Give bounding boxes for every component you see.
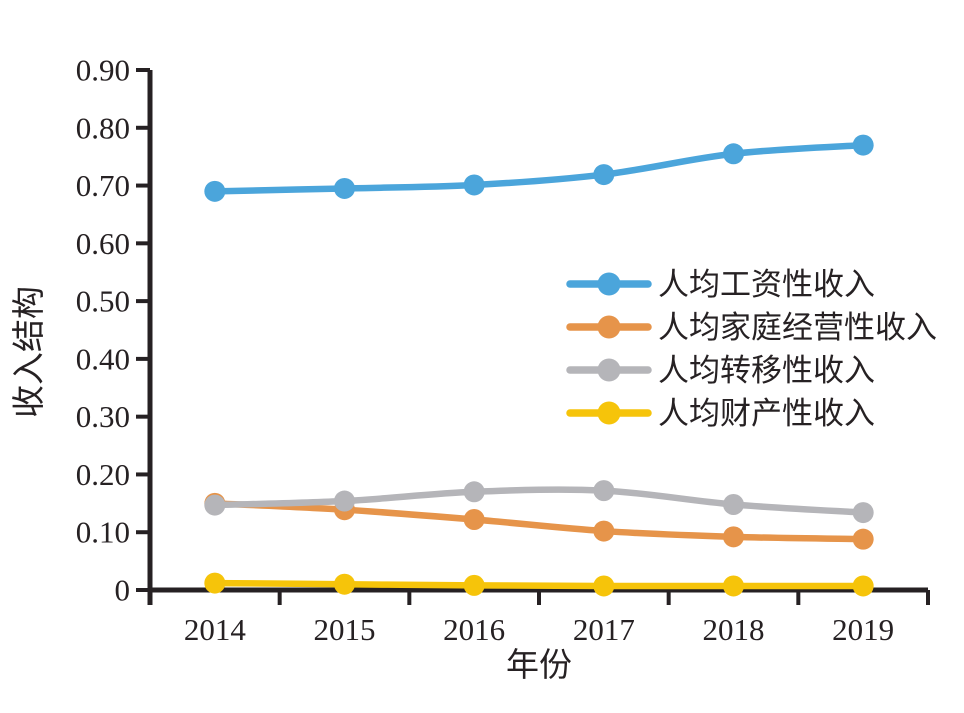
legend-item-property: 人均财产性收入 [566, 396, 875, 431]
series-marker-family-business [723, 526, 744, 548]
y-tick-label: 0.60 [76, 226, 130, 261]
x-axis-tick-labels: 2014 2015 2016 2017 2018 2019 [184, 612, 894, 647]
y-tick-label: 0.70 [76, 168, 130, 203]
series-line-transfer [211, 486, 867, 516]
legend-marker-property [597, 401, 621, 425]
x-tick-label: 2016 [443, 612, 505, 647]
y-axis-title: 收入结构 [11, 286, 48, 418]
series-marker-transfer [723, 493, 744, 515]
legend-label-wage: 人均工资性收入 [658, 267, 875, 302]
x-axis-title: 年份 [506, 647, 572, 684]
series-marker-property [334, 573, 355, 595]
x-tick-label: 2017 [573, 612, 635, 647]
y-tick-label: 0.50 [76, 284, 130, 319]
series-marker-transfer [593, 480, 615, 502]
y-tick-label: 0.80 [76, 110, 130, 145]
y-tick-label: 0 [115, 573, 131, 608]
x-tick-label: 2015 [314, 612, 376, 647]
y-tick-label: 0.30 [76, 399, 130, 434]
legend-marker-transfer [597, 358, 621, 382]
legend-item-transfer: 人均转移性收入 [566, 353, 875, 388]
series-marker-property [593, 575, 615, 597]
x-tick-label: 2019 [832, 612, 894, 647]
series-marker-property [723, 575, 744, 597]
legend-label-family-business: 人均家庭经营性收入 [658, 310, 937, 345]
legend-marker-family-business [597, 315, 621, 339]
series-marker-family-business [463, 509, 485, 531]
y-tick-label: 0.10 [76, 515, 130, 550]
legend-item-wage: 人均工资性收入 [566, 267, 875, 302]
x-tick-label: 2014 [184, 612, 247, 647]
series-line-wage [211, 141, 867, 195]
series-marker-family-business [593, 520, 615, 542]
y-tick-label: 0.40 [76, 341, 130, 376]
x-axis-ticks [277, 590, 930, 605]
legend-label-transfer: 人均转移性收入 [658, 353, 875, 388]
y-tick-label: 0.20 [76, 457, 130, 492]
series-marker-wage [723, 143, 744, 165]
series-line-family-business [211, 500, 867, 543]
axes [136, 68, 930, 605]
series-marker-wage [334, 177, 355, 199]
series-marker-property [852, 575, 874, 597]
series-line-property [211, 579, 867, 590]
series-marker-wage [463, 174, 485, 196]
series-marker-transfer [852, 502, 874, 524]
series-marker-transfer [204, 494, 226, 516]
x-tick-label: 2018 [703, 612, 765, 647]
y-tick-label: 0.90 [76, 53, 130, 88]
y-axis-tick-labels: 0 0.10 0.20 0.30 0.40 0.50 0.60 0.70 0.80 0.90 [76, 53, 130, 608]
legend-item-family-business: 人均家庭经营性收入 [566, 310, 937, 345]
legend-label-property: 人均财产性收入 [658, 396, 875, 431]
series-marker-family-business [852, 528, 874, 550]
series-marker-property [204, 572, 226, 594]
legend-marker-wage [597, 272, 621, 296]
series-marker-property [463, 574, 485, 596]
series-marker-transfer [334, 490, 355, 512]
series-marker-wage [593, 164, 615, 186]
series-marker-wage [204, 180, 226, 202]
series-marker-transfer [463, 481, 485, 503]
series-marker-wage [852, 134, 874, 156]
y-axis-ticks [136, 68, 150, 592]
series-layer [204, 134, 874, 597]
